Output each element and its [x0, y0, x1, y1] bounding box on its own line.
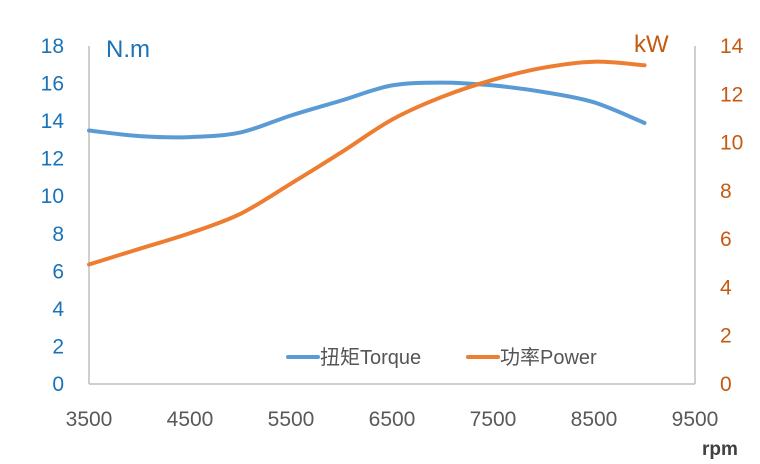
data-point: [441, 81, 445, 85]
data-point: [390, 118, 394, 122]
data-point: [491, 83, 495, 87]
data-point: [87, 129, 91, 133]
right-tick-label: 2: [720, 325, 732, 348]
x-axis-label: rpm: [702, 439, 738, 460]
data-point: [592, 100, 596, 104]
right-tick-label: 4: [720, 276, 732, 299]
data-point: [643, 121, 647, 125]
left-tick-label: 4: [52, 298, 64, 321]
legend-item-power: 功率Power: [466, 346, 597, 369]
x-tick-label: 5500: [268, 408, 315, 431]
legend-label-power: 功率Power: [500, 346, 597, 369]
left-tick-label: 0: [52, 373, 64, 396]
legend-label-torque: 扭矩Torque: [320, 346, 421, 369]
data-point: [239, 130, 243, 134]
data-point: [643, 63, 647, 67]
right-tick-label: 12: [720, 83, 743, 106]
data-point: [340, 150, 344, 154]
axes: [88, 46, 696, 385]
series-lines: [87, 59, 647, 267]
x-axis-ticks: 3500 4500 5500 6500 7500 8500 9500: [66, 408, 719, 431]
data-point: [340, 98, 344, 102]
data-point: [542, 66, 546, 70]
right-axis-ticks: 0 2 4 6 8 10 12 14: [720, 35, 744, 396]
data-point: [289, 113, 293, 117]
torque-data-points: [87, 81, 647, 139]
x-tick-label: 7500: [470, 408, 517, 431]
right-axis-unit-label: kW: [634, 31, 669, 58]
x-tick-label: 4500: [167, 408, 214, 431]
data-point: [188, 135, 192, 139]
left-tick-label: 10: [41, 185, 64, 208]
left-tick-label: 8: [52, 223, 64, 246]
data-point: [188, 231, 192, 235]
data-point: [542, 90, 546, 94]
right-tick-label: 14: [720, 35, 744, 58]
torque-series-line: [87, 80, 647, 140]
x-tick-label: 3500: [66, 408, 113, 431]
left-tick-label: 12: [41, 148, 64, 171]
right-tick-label: 8: [720, 180, 732, 203]
data-point: [138, 134, 142, 138]
left-axis-ticks: 0 2 4 6 8 10 12 14 16 18: [41, 35, 65, 396]
power-series-line: [87, 59, 647, 267]
data-point: [87, 262, 91, 266]
data-point: [592, 60, 596, 64]
right-tick-label: 10: [720, 132, 743, 155]
left-tick-label: 6: [52, 260, 64, 283]
right-tick-label: 0: [720, 373, 732, 396]
x-tick-label: 6500: [369, 408, 416, 431]
data-point: [441, 95, 445, 99]
legend: 扭矩Torque 功率Power: [286, 346, 597, 369]
right-tick-label: 6: [720, 228, 732, 251]
x-tick-label: 8500: [571, 408, 618, 431]
left-tick-label: 14: [41, 110, 65, 133]
left-tick-label: 16: [41, 73, 64, 96]
data-point: [239, 212, 243, 216]
data-point: [390, 83, 394, 87]
data-point: [491, 78, 495, 82]
left-tick-label: 2: [52, 335, 64, 358]
left-axis-unit-label: N.m: [106, 36, 150, 63]
left-tick-label: 18: [41, 35, 64, 58]
x-tick-label: 9500: [672, 408, 719, 431]
data-point: [289, 182, 293, 186]
legend-item-torque: 扭矩Torque: [286, 346, 421, 369]
data-point: [138, 247, 142, 251]
